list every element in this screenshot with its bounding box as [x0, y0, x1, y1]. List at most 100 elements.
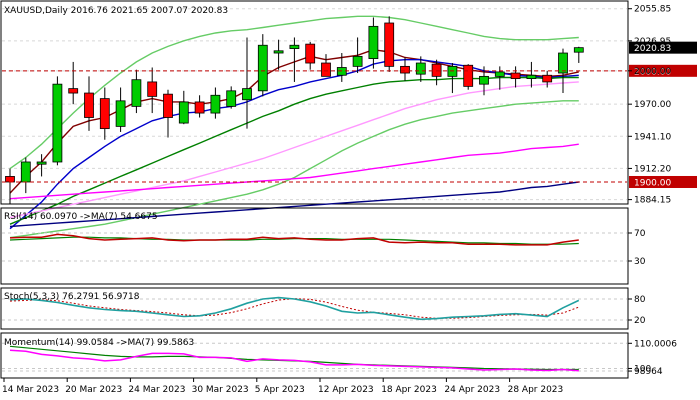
- candle-body: [210, 94, 221, 114]
- indicator-tick-label: 100: [634, 364, 651, 374]
- rsi-label: RSI(14) 60.0970 ->MA(7) 54.6675: [4, 212, 158, 222]
- candle: [68, 61, 79, 105]
- indicator-tick-label: 70: [634, 229, 646, 239]
- candle-body: [257, 44, 268, 92]
- candle-body: [368, 25, 379, 59]
- candle: [84, 76, 94, 131]
- candle-body: [5, 176, 15, 183]
- candle: [368, 17, 379, 69]
- candle-body: [431, 63, 442, 77]
- indicator-tick-label: 80: [634, 295, 646, 305]
- candle: [257, 34, 268, 97]
- x-tick-label: 20 Mar 2023: [65, 385, 122, 395]
- candle-body: [131, 79, 142, 107]
- candle-body: [415, 62, 426, 75]
- candle: [305, 41, 316, 70]
- moving-average-line: [9, 181, 579, 228]
- price-tick-label: 1941.10: [634, 132, 671, 142]
- indicator-tick-label: 20: [634, 316, 646, 326]
- candle-body: [336, 67, 347, 76]
- candle-body: [573, 47, 584, 53]
- candle: [384, 16, 395, 72]
- current-price-tag: [629, 41, 697, 54]
- level-tag: [629, 175, 697, 188]
- candle-body: [526, 74, 537, 79]
- indicator-tick-label: 98964: [634, 367, 663, 377]
- candle-body: [147, 81, 158, 97]
- x-tick-label: 30 Mar 2023: [192, 385, 249, 395]
- candle: [163, 89, 173, 138]
- x-tick-label: 18 Apr 2023: [381, 385, 437, 395]
- candle: [52, 76, 63, 166]
- candle-body: [36, 161, 47, 165]
- candle-body: [510, 72, 521, 79]
- level-tag-label: 2000.00: [634, 67, 671, 77]
- candle-body: [178, 101, 189, 124]
- candle: [352, 37, 363, 74]
- candle-body: [494, 71, 505, 77]
- candle: [178, 90, 189, 125]
- candle-body: [289, 44, 300, 49]
- candle-body: [273, 50, 284, 54]
- candle-body: [384, 22, 395, 67]
- price-tick-label: 2000.00: [634, 67, 671, 77]
- candle: [115, 87, 126, 132]
- candle: [542, 70, 553, 88]
- candle: [415, 56, 426, 82]
- candle: [321, 54, 331, 77]
- moving-average-line: [9, 15, 579, 170]
- indicator-tick-label: 30: [634, 257, 646, 267]
- moving-average-line: [9, 143, 579, 200]
- current-price-label: 2020.83: [634, 44, 671, 54]
- candle: [273, 39, 284, 70]
- candle-body: [463, 64, 474, 87]
- candle-body: [352, 55, 363, 67]
- candle-body: [52, 83, 63, 163]
- candle: [510, 66, 521, 88]
- rsi-panel: 70 30 RSI(14) 60.0970 ->MA(7) 54.6675: [0, 207, 646, 285]
- candle-body: [99, 98, 110, 130]
- candle: [242, 37, 252, 129]
- price-tick-label: 1912.20: [634, 164, 671, 174]
- candle-body: [84, 92, 94, 118]
- candle: [147, 67, 158, 114]
- candle: [479, 66, 489, 96]
- level-tag-label: 1900.00: [634, 178, 671, 188]
- candle-body: [242, 88, 252, 101]
- candle-body: [542, 74, 553, 83]
- candle-body: [558, 52, 568, 74]
- stoch-panel: 80 20 Stoch(5,3,3) 76.2791 56.9718: [0, 287, 646, 330]
- candle-body: [20, 161, 31, 183]
- candle-body: [321, 62, 331, 77]
- candle: [573, 46, 584, 63]
- candle: [131, 69, 142, 114]
- price-tick-label: 1970.00: [634, 100, 671, 110]
- candle: [226, 86, 237, 109]
- candle: [99, 87, 110, 140]
- candle-body: [400, 65, 410, 74]
- candle: [526, 61, 537, 88]
- x-axis: 14 Mar 2023 20 Mar 2023 24 Mar 2023 30 Mar …: [2, 378, 563, 395]
- momentum-label: Momentum(14) 99.0584 ->MA(7) 99.5863: [4, 338, 194, 348]
- candle: [431, 59, 442, 86]
- momentum-line: [9, 349, 579, 372]
- candle: [463, 64, 474, 90]
- candle: [494, 66, 505, 90]
- candle: [36, 154, 47, 177]
- x-tick-label: 5 Apr 2023: [255, 385, 305, 395]
- x-tick-label: 28 Apr 2023: [508, 385, 564, 395]
- stoch-k-line: [9, 296, 580, 321]
- x-tick-label: 14 Mar 2023: [2, 385, 59, 395]
- candle: [289, 37, 300, 82]
- candle: [336, 53, 347, 82]
- indicator-tick-label: 110.0006: [634, 339, 677, 349]
- price-tick-label: 2055.85: [634, 5, 671, 15]
- candle-body: [163, 93, 173, 118]
- rsi-line: [9, 233, 579, 246]
- x-tick-label: 12 Apr 2023: [318, 385, 374, 395]
- candle-body: [479, 75, 489, 85]
- price-tick-label: 1884.15: [634, 196, 671, 206]
